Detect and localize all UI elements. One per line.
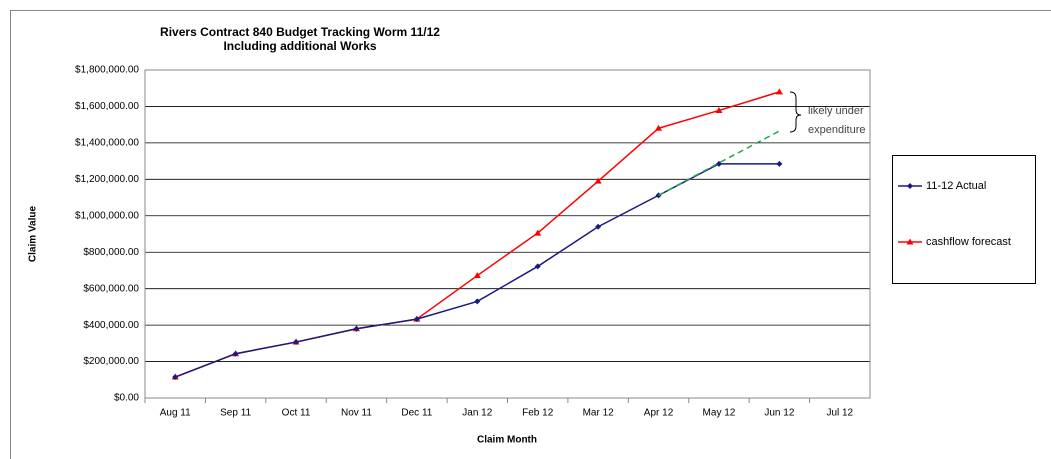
point [715,106,723,113]
x-tick-label: Feb 12 [522,408,554,419]
y-tick-label: $1,000,000.00 [75,210,139,221]
point [906,238,914,245]
point [534,263,541,270]
x-tick-label: Dec 11 [401,408,432,419]
legend-label: cashflow forecast [926,236,1011,248]
y-tick-label: $1,200,000.00 [75,174,139,185]
point [293,339,300,346]
point [594,177,602,184]
y-tick-label: $400,000.00 [83,320,139,331]
annotation-brace [789,91,802,133]
point [232,350,239,357]
x-tick-label: May 12 [703,408,736,419]
x-tick-label: Oct 11 [282,408,311,419]
x-tick-label: Sep 11 [220,408,251,419]
legend-box [892,155,1036,284]
chart-title: Rivers Contract 840 Budget Tracking Worm… [160,25,440,39]
y-tick-label: $1,600,000.00 [75,101,139,112]
point [474,298,481,305]
y-tick-label: $1,400,000.00 [75,138,139,149]
annotation: likely under [808,105,864,117]
y-tick-label: $200,000.00 [83,356,139,367]
point [413,316,420,323]
chart-frame [10,10,1051,459]
annotation: expenditure [808,124,866,136]
x-axis-label: Claim Month [477,435,537,446]
y-tick-label: $1,800,000.00 [75,65,139,76]
point [534,229,542,236]
x-tick-label: Aug 11 [160,408,191,419]
x-tick-label: Jan 12 [462,408,492,419]
x-tick-label: Jul 12 [826,408,853,419]
point [172,374,179,381]
point [473,272,481,279]
y-tick-label: $600,000.00 [83,283,139,294]
point [776,160,783,167]
y-tick-label: $800,000.00 [83,247,139,258]
y-axis-label: Claim Value [28,205,39,262]
x-tick-label: Mar 12 [583,408,615,419]
projection-line [658,130,780,197]
y-tick-label: $0.00 [114,393,139,404]
chart-subtitle: Including additional Works [223,39,376,53]
point [655,124,663,131]
legend-label: 11-12 Actual [926,180,986,192]
point [775,88,783,95]
x-tick-label: Jun 12 [764,408,794,419]
x-tick-label: Nov 11 [341,408,372,419]
point [595,223,602,230]
x-tick-label: Apr 12 [644,408,674,419]
point [353,325,360,332]
point [907,183,913,189]
